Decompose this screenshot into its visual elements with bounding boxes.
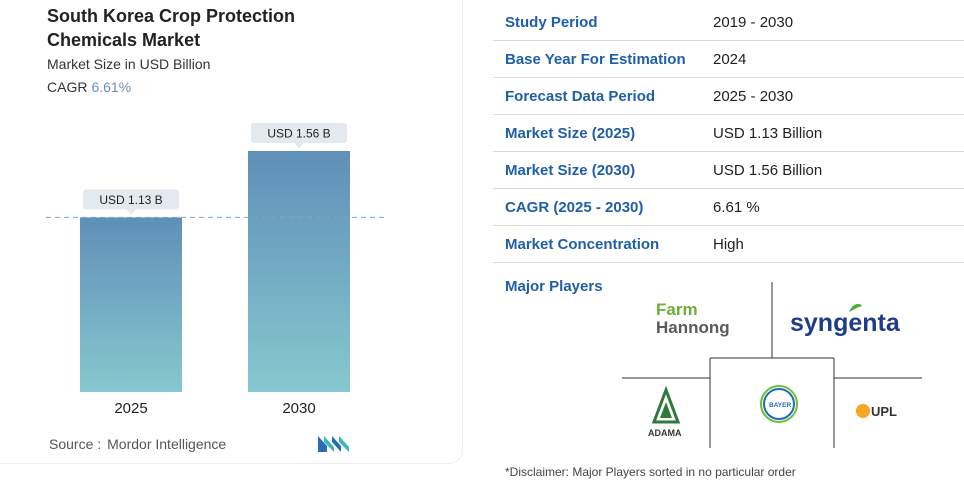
row-key: Base Year For Estimation — [505, 50, 686, 68]
disclaimer-note: *Disclaimer: Major Players sorted in no … — [505, 465, 796, 479]
bar-2025 — [80, 217, 182, 392]
table-row: CAGR (2025 - 2030) 6.61 % — [493, 189, 964, 226]
row-value: USD 1.13 Billion — [713, 124, 823, 142]
cagr-value: 6.61% — [91, 79, 132, 95]
hannong-text: Hannong — [656, 318, 730, 337]
mordor-logo — [318, 436, 349, 452]
row-value: 2024 — [713, 50, 747, 68]
bar-2030 — [248, 151, 350, 392]
syngenta-logo: syngenta — [790, 303, 901, 337]
row-value: 2025 - 2030 — [713, 87, 794, 105]
row-key: CAGR (2025 - 2030) — [505, 198, 644, 216]
chart-card: South Korea Crop Protection Chemicals Ma… — [0, 0, 463, 464]
farm-text: Farm — [656, 300, 698, 319]
data-label: USD 1.13 B — [99, 193, 162, 207]
table-row: Market Size (2025) USD 1.13 Billion — [493, 115, 964, 152]
row-value: 2019 - 2030 — [713, 13, 794, 31]
row-value: High — [713, 235, 744, 253]
table-row: Market Size (2030) USD 1.56 Billion — [493, 152, 964, 189]
chart-subtitle: Market Size in USD Billion — [47, 56, 211, 72]
upl-text: UPL — [871, 404, 897, 419]
source-value: Mordor Intelligence — [107, 436, 227, 452]
row-key: Study Period — [505, 13, 598, 31]
source-note: Source : Mordor Intelligence — [49, 436, 226, 452]
source-label: Source : — [49, 436, 102, 452]
major-players-grid: Farm Hannong syngenta ADAMA BAYER UPL — [622, 282, 922, 448]
major-players-label: Major Players — [505, 278, 603, 295]
cagr-line: CAGR 6.61% — [47, 79, 131, 95]
row-key: Market Size (2030) — [505, 161, 636, 179]
table-row: Forecast Data Period 2025 - 2030 — [493, 78, 964, 115]
bar-chart: USD 1.13 B 2025 USD 1.56 B 2030 — [46, 123, 388, 417]
adama-logo: ADAMA — [648, 385, 682, 438]
row-value: USD 1.56 Billion — [713, 161, 823, 179]
category-label: 2025 — [114, 400, 147, 417]
row-key: Market Concentration — [505, 235, 660, 253]
data-label-box — [251, 123, 347, 143]
farm-hannong-logo: Farm Hannong — [656, 300, 730, 337]
row-key: Forecast Data Period — [505, 87, 656, 105]
cagr-label: CAGR — [47, 79, 88, 95]
chart-title: South Korea Crop Protection Chemicals Ma… — [47, 6, 296, 50]
row-value: 6.61 % — [713, 198, 760, 216]
category-label: 2030 — [282, 400, 315, 417]
data-label-pointer — [126, 209, 136, 215]
syngenta-text: syngenta — [790, 309, 901, 337]
data-label: USD 1.56 B — [267, 127, 330, 141]
data-label-pointer — [294, 143, 304, 148]
table-row: Study Period 2019 - 2030 — [493, 4, 964, 41]
table-row: Market Concentration High — [493, 226, 964, 263]
summary-table: Study Period 2019 - 2030 Base Year For Es… — [493, 4, 964, 263]
row-key: Market Size (2025) — [505, 124, 636, 142]
bayer-text: BAYER — [769, 402, 791, 409]
upl-logo: UPL — [856, 404, 897, 419]
table-row: Base Year For Estimation 2024 — [493, 41, 964, 78]
adama-text: ADAMA — [648, 428, 682, 438]
data-label-box — [83, 189, 179, 210]
bayer-logo: BAYER — [760, 385, 798, 423]
